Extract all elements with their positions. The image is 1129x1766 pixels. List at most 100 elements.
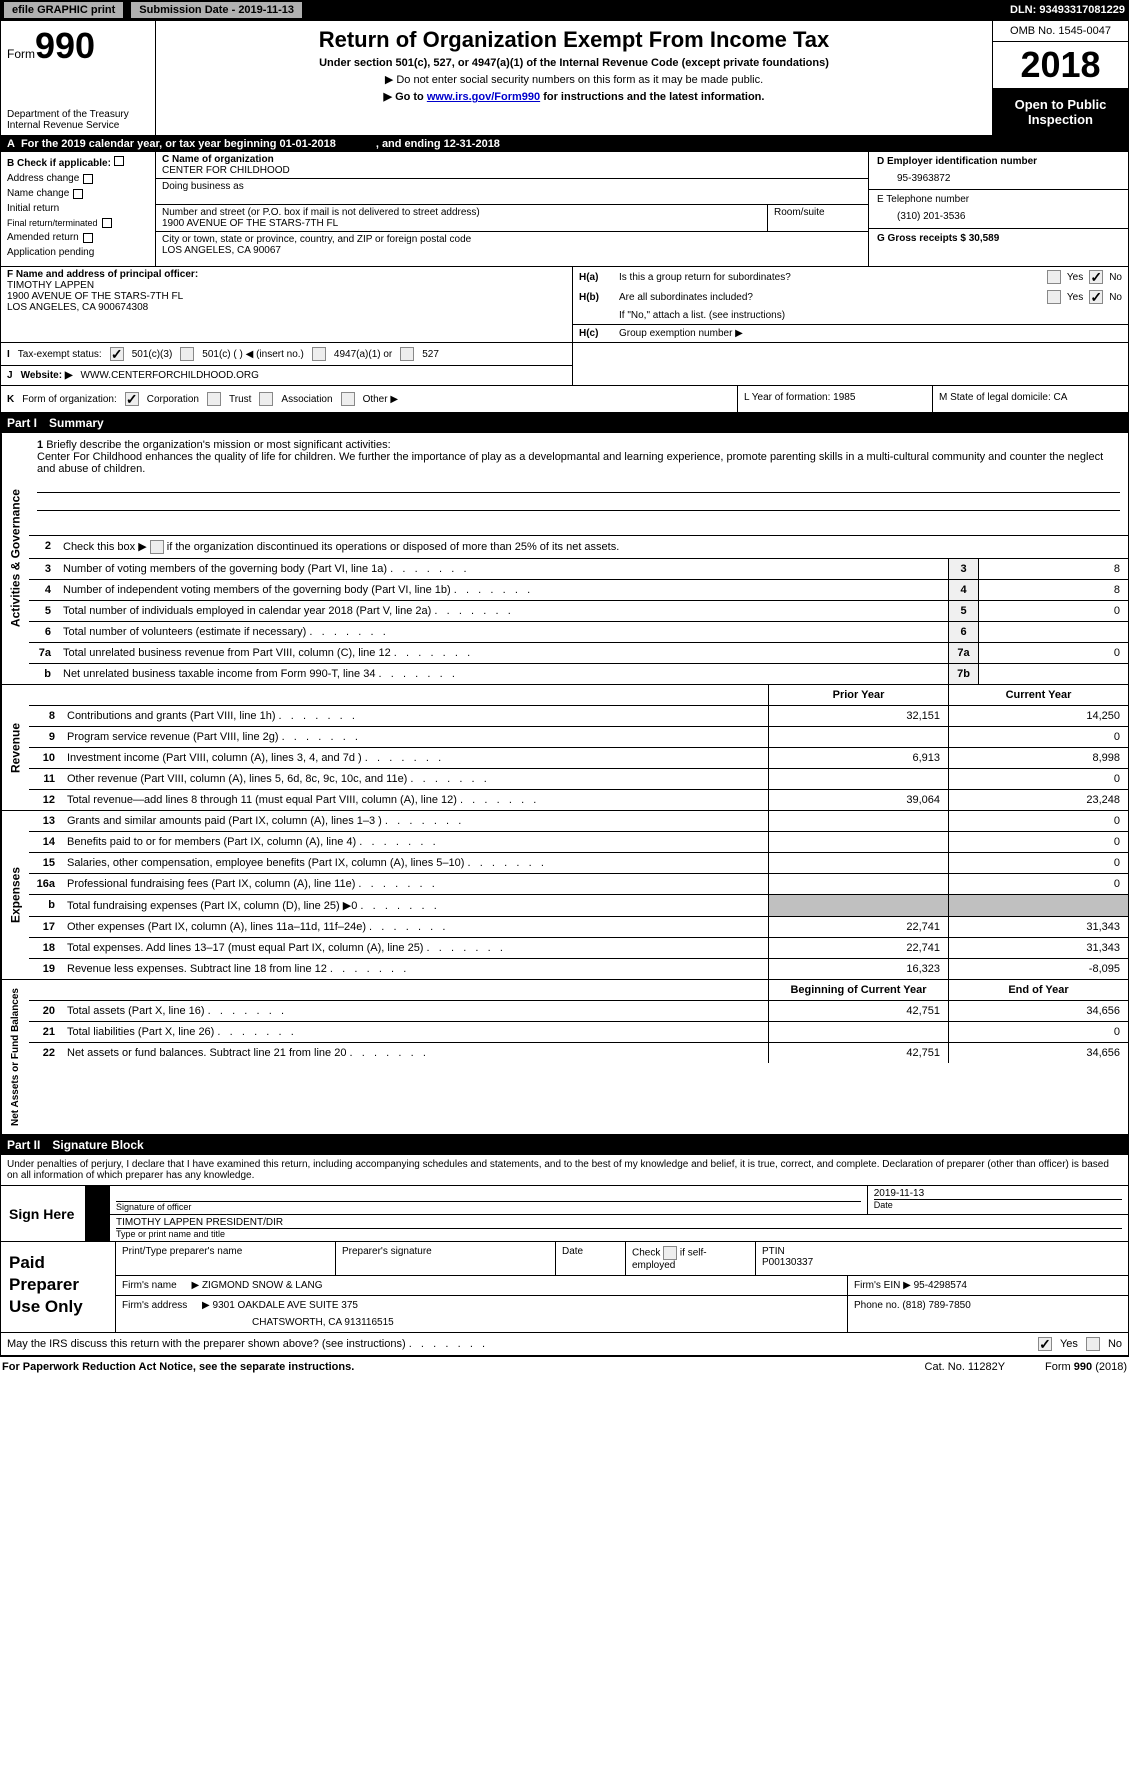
line-2-text: Check this box ▶ if the organization dis… — [57, 536, 1128, 558]
checkbox-icon[interactable] — [400, 347, 414, 361]
checkbox-icon[interactable] — [341, 392, 355, 406]
dln: DLN: 93493317081229 — [1010, 4, 1125, 16]
trust-label: Trust — [229, 394, 251, 405]
part-title: Signature Block — [52, 1138, 143, 1152]
summary-row: 6 Total number of volunteers (estimate i… — [29, 622, 1128, 643]
summary-row: 4 Number of independent voting members o… — [29, 580, 1128, 601]
section-d-e-g: D Employer identification number 95-3963… — [868, 152, 1128, 266]
no-label: No — [1109, 292, 1122, 303]
checkbox-icon[interactable] — [180, 347, 194, 361]
mission-block: 1 Briefly describe the organization's mi… — [29, 433, 1128, 536]
i-label: I — [7, 349, 10, 360]
summary-row: 3 Number of voting members of the govern… — [29, 559, 1128, 580]
form-num-big: 990 — [35, 25, 95, 66]
checkbox-checked-icon[interactable] — [1089, 270, 1103, 284]
name-title-row: TIMOTHY LAPPEN PRESIDENT/DIR Type or pri… — [86, 1215, 1128, 1241]
net-assets-section: Net Assets or Fund Balances Beginning of… — [1, 980, 1128, 1135]
fin-row: 21 Total liabilities (Part X, line 26) 0 — [29, 1022, 1128, 1043]
checkbox-icon[interactable] — [150, 540, 164, 554]
firm-addr-label: Firm's address — [122, 1300, 187, 1311]
checkbox-icon[interactable] — [1086, 1337, 1100, 1351]
part-1-header: Part I Summary — [1, 413, 1128, 433]
ein-value: 95-3963872 — [897, 173, 1120, 184]
checkbox-icon[interactable] — [1047, 270, 1061, 284]
checkbox-icon[interactable] — [73, 189, 83, 199]
yes-no-group: Yes No — [1047, 290, 1122, 304]
h-a-row: H(a) Is this a group return for subordin… — [573, 267, 1128, 287]
checkbox-icon[interactable] — [83, 233, 93, 243]
year-formation: L Year of formation: 1985 — [738, 386, 933, 412]
checkbox-checked-icon[interactable] — [1089, 290, 1103, 304]
prior-year-val — [768, 769, 948, 789]
preparer-row-1: Print/Type preparer's name Preparer's si… — [116, 1242, 1128, 1276]
checkbox-checked-icon[interactable] — [1038, 1337, 1052, 1351]
blank-line — [37, 497, 1120, 511]
note2-post: for instructions and the latest informat… — [540, 91, 764, 103]
current-year-val: 0 — [948, 769, 1128, 789]
revenue-section: Revenue Prior Year Current Year 8 Contri… — [1, 685, 1128, 811]
checkbox-icon[interactable] — [114, 156, 124, 166]
line-text: Total number of volunteers (estimate if … — [57, 622, 948, 642]
row-a: A For the 2019 calendar year, or tax yea… — [1, 136, 1128, 152]
fin-row: 17 Other expenses (Part IX, column (A), … — [29, 917, 1128, 938]
checkbox-icon[interactable] — [207, 392, 221, 406]
vtab-expenses: Expenses — [1, 811, 29, 979]
current-year-val — [948, 895, 1128, 916]
checkbox-checked-icon[interactable] — [125, 392, 139, 406]
line-value: 8 — [978, 559, 1128, 579]
opt-label: Final return/terminated — [7, 218, 98, 228]
hb-text: Are all subordinates included? — [619, 292, 753, 303]
fin-row: b Total fundraising expenses (Part IX, c… — [29, 895, 1128, 917]
current-year-val: 0 — [948, 811, 1128, 831]
sig-date-value: 2019-11-13 — [874, 1188, 1122, 1200]
address-row: Number and street (or P.O. box if mail i… — [156, 205, 868, 232]
line-num: 18 — [29, 938, 61, 958]
phone-value: (310) 201-3536 — [897, 211, 1120, 222]
line-num: 2 — [29, 536, 57, 558]
checkbox-icon[interactable] — [312, 347, 326, 361]
summary-row: 7a Total unrelated business revenue from… — [29, 643, 1128, 664]
checkbox-icon[interactable] — [102, 218, 112, 228]
firm-addr-value: ▶ 9301 OAKDALE AVE SUITE 375 — [202, 1300, 358, 1311]
line-value — [978, 664, 1128, 684]
website-row: J Website: ▶ WWW.CENTERFORCHILDHOOD.ORG — [1, 366, 572, 385]
signature-intro: Under penalties of perjury, I declare th… — [1, 1155, 1128, 1186]
checkbox-icon[interactable] — [259, 392, 273, 406]
other-label: Other ▶ — [363, 394, 398, 405]
chk-final-return: Final return/terminated — [7, 218, 149, 228]
line-num: 16a — [29, 874, 61, 894]
fin-row: 15 Salaries, other compensation, employe… — [29, 853, 1128, 874]
addr-label: Number and street (or P.O. box if mail i… — [162, 207, 761, 218]
checkbox-icon[interactable] — [1047, 290, 1061, 304]
gross-receipts-box: G Gross receipts $ 30,589 — [869, 229, 1128, 266]
prep-date-cell: Date — [556, 1242, 626, 1275]
c-label: C Name of organization — [162, 154, 862, 165]
part-num: Part II — [7, 1138, 40, 1152]
prior-year-val: 42,751 — [768, 1001, 948, 1021]
top-bar: efile GRAPHIC print Submission Date - 20… — [0, 0, 1129, 20]
org-name-box: C Name of organization CENTER FOR CHILDH… — [156, 152, 868, 179]
yes-no-group: Yes No — [1047, 270, 1122, 284]
city-label: City or town, state or province, country… — [162, 234, 862, 245]
corp-label: Corporation — [147, 394, 199, 405]
form-prefix: Form — [7, 47, 35, 61]
irs-link[interactable]: www.irs.gov/Form990 — [427, 91, 540, 103]
checkbox-checked-icon[interactable] — [110, 347, 124, 361]
line-box: 5 — [948, 601, 978, 621]
vtab-revenue: Revenue — [1, 685, 29, 810]
line-num: b — [29, 664, 57, 684]
hc-text: Group exemption number ▶ — [619, 328, 743, 339]
chk-amended: Amended return — [7, 232, 149, 243]
website-value: WWW.CENTERFORCHILDHOOD.ORG — [81, 370, 259, 381]
chk-initial-return: Initial return — [7, 203, 149, 214]
checkbox-icon[interactable] — [83, 174, 93, 184]
line-num: 5 — [29, 601, 57, 621]
checkbox-icon[interactable] — [663, 1246, 677, 1260]
line-num: 20 — [29, 1001, 61, 1021]
prior-year-val: 39,064 — [768, 790, 948, 810]
chk-pending: Application pending — [7, 247, 149, 258]
vtab-netassets: Net Assets or Fund Balances — [1, 980, 29, 1134]
line-1-label: Briefly describe the organization's miss… — [46, 439, 390, 451]
line-value: 0 — [978, 643, 1128, 663]
form-body: Form990 Department of the Treasury Inter… — [0, 20, 1129, 1357]
